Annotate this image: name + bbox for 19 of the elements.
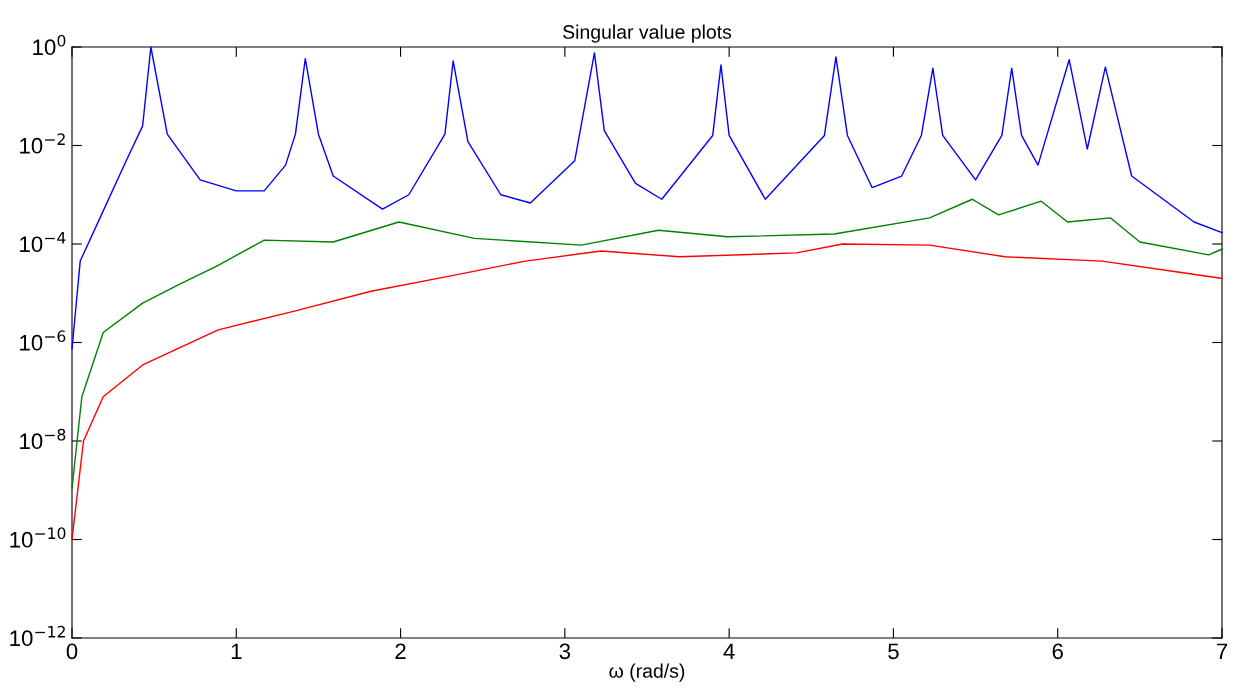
x-tick-label: 0 <box>66 643 78 660</box>
x-tick-label: 2 <box>395 643 406 659</box>
y-tick-label: 10$^{−4}$ <box>20 232 66 253</box>
line-series <box>71 198 1223 489</box>
x-tick-label: 6 <box>1052 643 1063 660</box>
y-tick-label: 10$^{−10}$ <box>10 527 66 548</box>
x-tick-label: 3 <box>559 643 571 660</box>
chart-title: Singular value plots <box>563 24 732 43</box>
x-tick-label: 5 <box>888 643 899 660</box>
x-tick-label: 4 <box>723 643 735 659</box>
x-tick-label: 1 <box>231 643 242 659</box>
x-axis-title: ω (rad/s) <box>609 663 685 682</box>
y-tick-label: 10$^{−2}$ <box>20 133 65 154</box>
y-tick-label: 10$^{0}$ <box>33 34 66 56</box>
y-tick-label: 10$^{−12}$ <box>10 625 65 647</box>
line-series <box>71 243 1223 541</box>
y-tick-label: 10$^{−8}$ <box>20 428 66 450</box>
x-tick-label: 7 <box>1216 643 1228 659</box>
y-tick-label: 10$^{−6}$ <box>20 330 66 351</box>
